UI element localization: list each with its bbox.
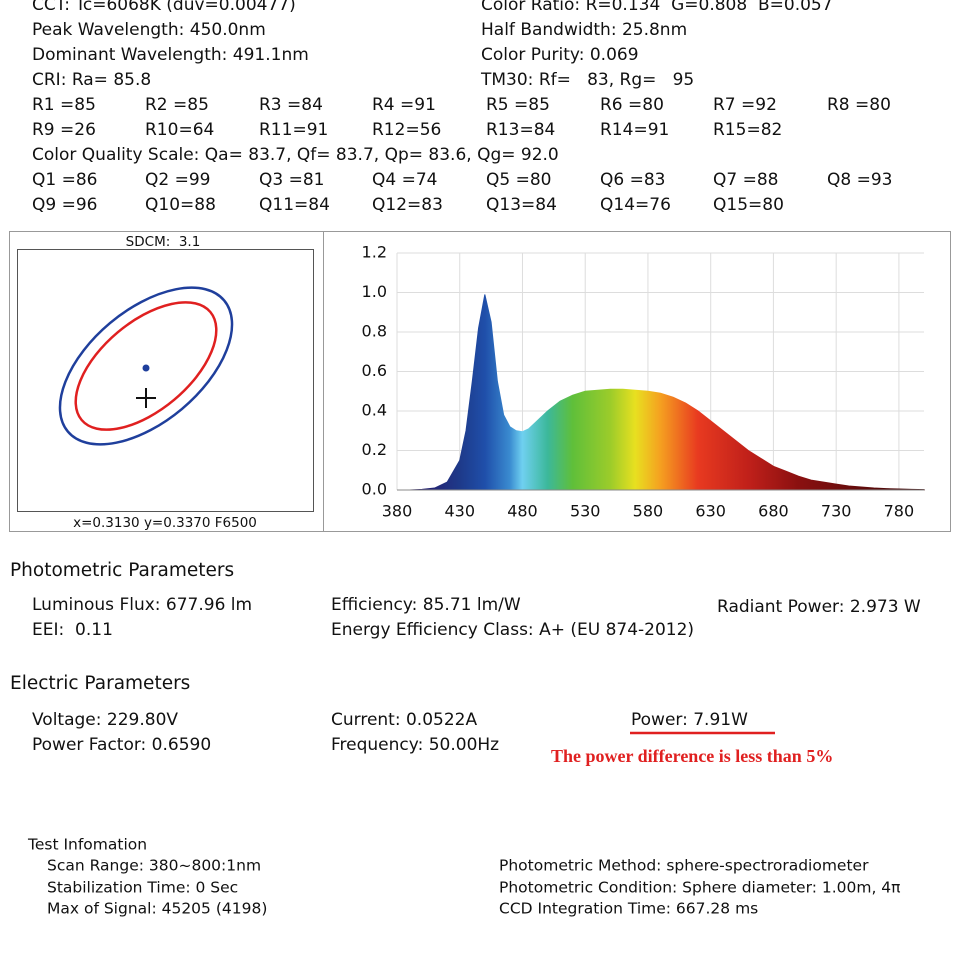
cqs-value: Q1 =86	[32, 170, 97, 190]
y-tick-label: 1.2	[362, 243, 387, 262]
header-right-line: Half Bandwidth: 25.8nm	[481, 20, 687, 40]
cqs-value: Q3 =81	[259, 170, 324, 190]
cqs-value: Q2 =99	[145, 170, 210, 190]
cqs-value: Q8 =93	[827, 170, 892, 190]
test-info-left: Scan Range: 380~800:1nm	[47, 857, 261, 875]
cri-value: R14=91	[600, 120, 669, 140]
cie-box	[17, 249, 314, 512]
cri-value: R4 =91	[372, 95, 436, 115]
cqs-value: Q14=76	[600, 195, 671, 215]
x-tick-label: 580	[633, 502, 664, 521]
power-note: The power difference is less than 5%	[551, 746, 833, 766]
photometric-item: Radiant Power: 2.973 W	[717, 597, 921, 617]
cqs-value: Q10=88	[145, 195, 216, 215]
cqs-value: Q4 =74	[372, 170, 437, 190]
cqs-value: Q5 =80	[486, 170, 551, 190]
cri-value: R5 =85	[486, 95, 550, 115]
cri-value: R2 =85	[145, 95, 209, 115]
test-info-right: CCD Integration Time: 667.28 ms	[499, 900, 758, 918]
measured-point	[142, 364, 150, 372]
cqs-value: Q7 =88	[713, 170, 778, 190]
test-info-heading: Test Infomation	[27, 836, 147, 854]
x-tick-label: 780	[884, 502, 915, 521]
electric-item: Frequency: 50.00Hz	[331, 735, 499, 755]
photometric-item: Efficiency: 85.71 lm/W	[331, 595, 521, 615]
section-heading: Electric Parameters	[10, 673, 190, 694]
y-tick-label: 0.6	[362, 361, 387, 380]
chart-frame	[9, 231, 951, 532]
x-tick-label: 680	[758, 502, 789, 521]
cri-value: R6 =80	[600, 95, 664, 115]
test-info-left: Stabilization Time: 0 Sec	[47, 879, 238, 897]
cqs-value: Q9 =96	[32, 195, 97, 215]
cri-value: R15=82	[713, 120, 782, 140]
x-tick-label: 730	[821, 502, 852, 521]
header-left-line: Dominant Wavelength: 491.1nm	[32, 45, 309, 65]
cie-coordinates: x=0.3130 y=0.3370 F6500	[73, 515, 257, 531]
y-tick-label: 0.4	[362, 401, 387, 420]
y-tick-label: 0.8	[362, 322, 387, 341]
sdcm-label: SDCM: 3.1	[126, 234, 201, 250]
section-heading: Photometric Parameters	[10, 560, 234, 581]
header-left-line: CRI: Ra= 85.8	[32, 70, 151, 90]
photometric-item: Energy Efficiency Class: A+ (EU 874-2012…	[331, 620, 694, 640]
header-right-line: Color Ratio: R=0.134 G=0.808 B=0.057	[481, 0, 833, 15]
cri-value: R8 =80	[827, 95, 891, 115]
spectrum-chart	[396, 252, 925, 491]
test-info-right: Photometric Method: sphere-spectroradiom…	[499, 857, 869, 875]
cqs-value: Q6 =83	[600, 170, 665, 190]
outer-ellipse	[58, 286, 234, 446]
cri-value: R1 =85	[32, 95, 96, 115]
x-tick-label: 480	[507, 502, 538, 521]
x-tick-label: 530	[570, 502, 601, 521]
photometric-item: EEI: 0.11	[32, 620, 113, 640]
cqs-value: Q15=80	[713, 195, 784, 215]
test-info-left: Max of Signal: 45205 (4198)	[47, 900, 267, 918]
y-tick-label: 0.0	[362, 480, 387, 499]
y-tick-label: 0.2	[362, 440, 387, 459]
cri-value: R13=84	[486, 120, 555, 140]
cqs-value: Q13=84	[486, 195, 557, 215]
electric-item: Voltage: 229.80V	[32, 710, 178, 730]
cqs-value: Q12=83	[372, 195, 443, 215]
test-info-right: Photometric Condition: Sphere diameter: …	[499, 879, 901, 897]
cri-value: R11=91	[259, 120, 328, 140]
inner-ellipse	[74, 301, 218, 431]
header-right-line: Color Purity: 0.069	[481, 45, 639, 65]
cri-value: R9 =26	[32, 120, 96, 140]
x-tick-label: 430	[444, 502, 475, 521]
electric-item: Power: 7.91W	[631, 710, 748, 730]
header-right-line: TM30: Rf= 83, Rg= 95	[480, 70, 694, 90]
header-left-line: CCT: Tc=6068K (duv=0.00477)	[32, 0, 296, 15]
cri-value: R7 =92	[713, 95, 777, 115]
x-tick-label: 630	[695, 502, 726, 521]
y-tick-label: 1.0	[362, 282, 387, 301]
electric-item: Current: 0.0522A	[331, 710, 477, 730]
target-cross	[136, 388, 156, 408]
photometric-item: Luminous Flux: 677.96 lm	[32, 595, 252, 615]
cqs-summary: Color Quality Scale: Qa= 83.7, Qf= 83.7,…	[32, 145, 559, 165]
cri-value: R3 =84	[259, 95, 323, 115]
header-left-line: Peak Wavelength: 450.0nm	[32, 20, 266, 40]
spectrum-area	[397, 294, 925, 491]
texts: CCT: Tc=6068K (duv=0.00477) Color Ratio: …	[10, 0, 921, 918]
cri-value: R10=64	[145, 120, 214, 140]
electric-item: Power Factor: 0.6590	[32, 735, 211, 755]
cqs-value: Q11=84	[259, 195, 330, 215]
x-tick-label: 380	[382, 502, 413, 521]
cri-value: R12=56	[372, 120, 441, 140]
